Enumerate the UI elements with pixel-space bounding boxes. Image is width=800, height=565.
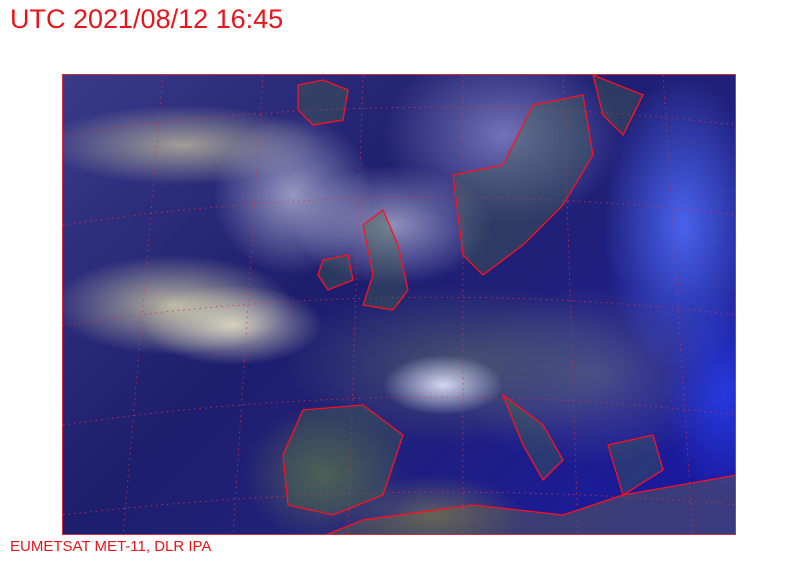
satellite-map: [62, 74, 736, 535]
coastlines: [282, 75, 735, 534]
timestamp-title: UTC 2021/08/12 16:45: [10, 4, 284, 34]
coastline-overlay: [63, 75, 735, 534]
lat-lon-grid: [63, 75, 735, 534]
source-credit: EUMETSAT MET-11, DLR IPA: [10, 538, 212, 555]
